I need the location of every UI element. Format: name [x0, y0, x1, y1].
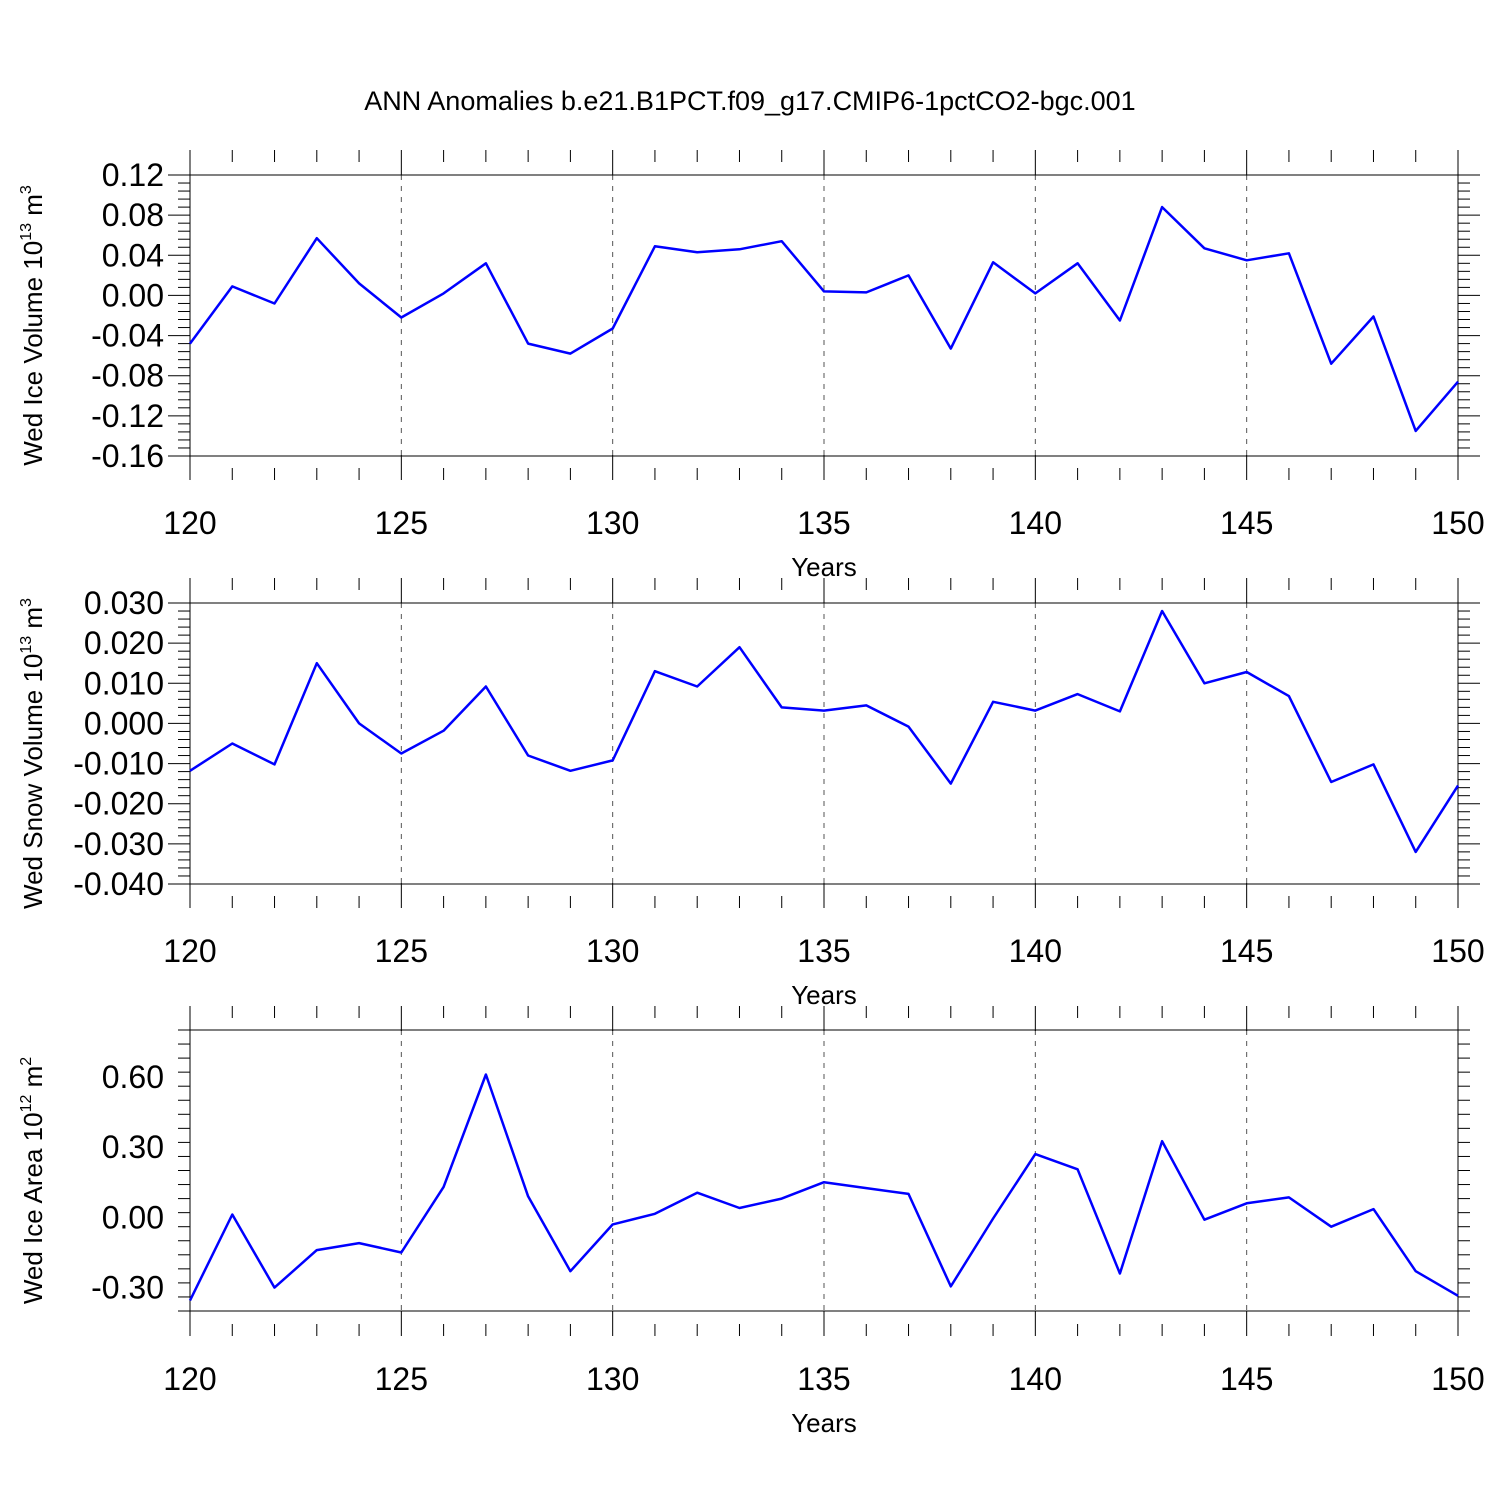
y-axis-title: Wed Snow Volume 1013 m3 — [18, 598, 48, 909]
y-axis-title-unit: m — [18, 194, 48, 223]
x-tick-label: 120 — [163, 933, 216, 969]
x-tick-label: 130 — [586, 1361, 639, 1397]
series-line — [189, 609, 1460, 854]
y-axis-title-exponent: 13 — [18, 636, 35, 654]
y-tick-label: 0.000 — [84, 705, 164, 741]
x-tick-label: 145 — [1220, 1361, 1273, 1397]
x-tick-label: 120 — [163, 505, 216, 541]
y-axis-title-exponent: 12 — [18, 1095, 35, 1113]
y-tick-label: -0.08 — [91, 358, 164, 394]
y-tick-label: 0.08 — [102, 197, 164, 233]
y-tick-label: 0.60 — [102, 1059, 164, 1095]
y-tick-label: -0.030 — [73, 826, 164, 862]
y-axis-title-unit-exponent: 3 — [18, 185, 35, 194]
y-tick-label: 0.020 — [84, 625, 164, 661]
figure-title: ANN Anomalies b.e21.B1PCT.f09_g17.CMIP6-… — [364, 86, 1136, 116]
x-axis-title: Years — [791, 980, 857, 1010]
y-tick-label: 0.00 — [102, 277, 164, 313]
x-tick-label: 125 — [375, 505, 428, 541]
y-axis-title-unit: m — [18, 607, 48, 636]
x-tick-label: 150 — [1431, 933, 1484, 969]
x-tick-label: 145 — [1220, 933, 1273, 969]
x-tick-label: 135 — [797, 505, 850, 541]
y-tick-label: 0.04 — [102, 237, 164, 273]
chart-panel-1: -0.16 -0.12 -0.08 -0.04 0.00 0.04 0.08 0.12 120 1… — [18, 150, 1485, 582]
x-tick-label: 125 — [375, 933, 428, 969]
x-tick-label: 140 — [1009, 933, 1062, 969]
y-axis-title-text: Wed Ice Area 10 — [18, 1112, 48, 1304]
y-axis-title-unit-exponent: 3 — [18, 598, 35, 607]
series-line — [188, 1073, 1459, 1302]
y-tick-label: -0.040 — [73, 866, 164, 902]
x-tick-label: 120 — [163, 1361, 216, 1397]
y-tick-label: -0.30 — [91, 1270, 164, 1306]
y-tick-label: 0.30 — [102, 1129, 164, 1165]
y-tick-label: 0.030 — [84, 585, 164, 621]
y-axis-title-unit: m — [18, 1066, 48, 1095]
x-tick-label: 145 — [1220, 505, 1273, 541]
y-axis-title-unit-exponent: 2 — [18, 1057, 35, 1066]
y-tick-label: -0.12 — [91, 398, 164, 434]
x-tick-label: 150 — [1431, 505, 1484, 541]
x-tick-label: 130 — [586, 933, 639, 969]
chart-panel-2: -0.040 -0.030 -0.020 -0.010 0.000 0.010 0.020 0… — [18, 578, 1485, 1010]
x-tick-label: 135 — [797, 933, 850, 969]
y-axis-title-text: Wed Ice Volume 10 — [18, 241, 48, 466]
x-tick-label: 130 — [586, 505, 639, 541]
x-tick-label: 135 — [797, 1361, 850, 1397]
x-tick-label: 125 — [375, 1361, 428, 1397]
x-tick-label: 140 — [1009, 1361, 1062, 1397]
x-tick-label: 150 — [1431, 1361, 1484, 1397]
chart-panel-3: -0.30 0.00 0.30 0.60 120 125 130 135 140 145 150 Ye… — [18, 1006, 1485, 1438]
x-tick-label: 140 — [1009, 505, 1062, 541]
y-tick-label: 0.12 — [102, 157, 164, 193]
y-tick-label: -0.020 — [73, 786, 164, 822]
y-axis-title: Wed Ice Volume 1013 m3 — [18, 185, 48, 466]
y-axis-title: Wed Ice Area 1012 m2 — [18, 1057, 48, 1304]
y-tick-label: -0.16 — [91, 438, 164, 474]
series-line — [188, 205, 1459, 433]
y-tick-label: -0.04 — [91, 318, 164, 354]
y-axis-title-text: Wed Snow Volume 10 — [18, 654, 48, 909]
y-axis-title-exponent: 13 — [18, 223, 35, 241]
y-tick-label: 0.010 — [84, 665, 164, 701]
y-tick-label: -0.010 — [73, 746, 164, 782]
x-axis-title: Years — [791, 552, 857, 582]
y-tick-label: 0.00 — [102, 1199, 164, 1235]
x-axis-title: Years — [791, 1408, 857, 1438]
